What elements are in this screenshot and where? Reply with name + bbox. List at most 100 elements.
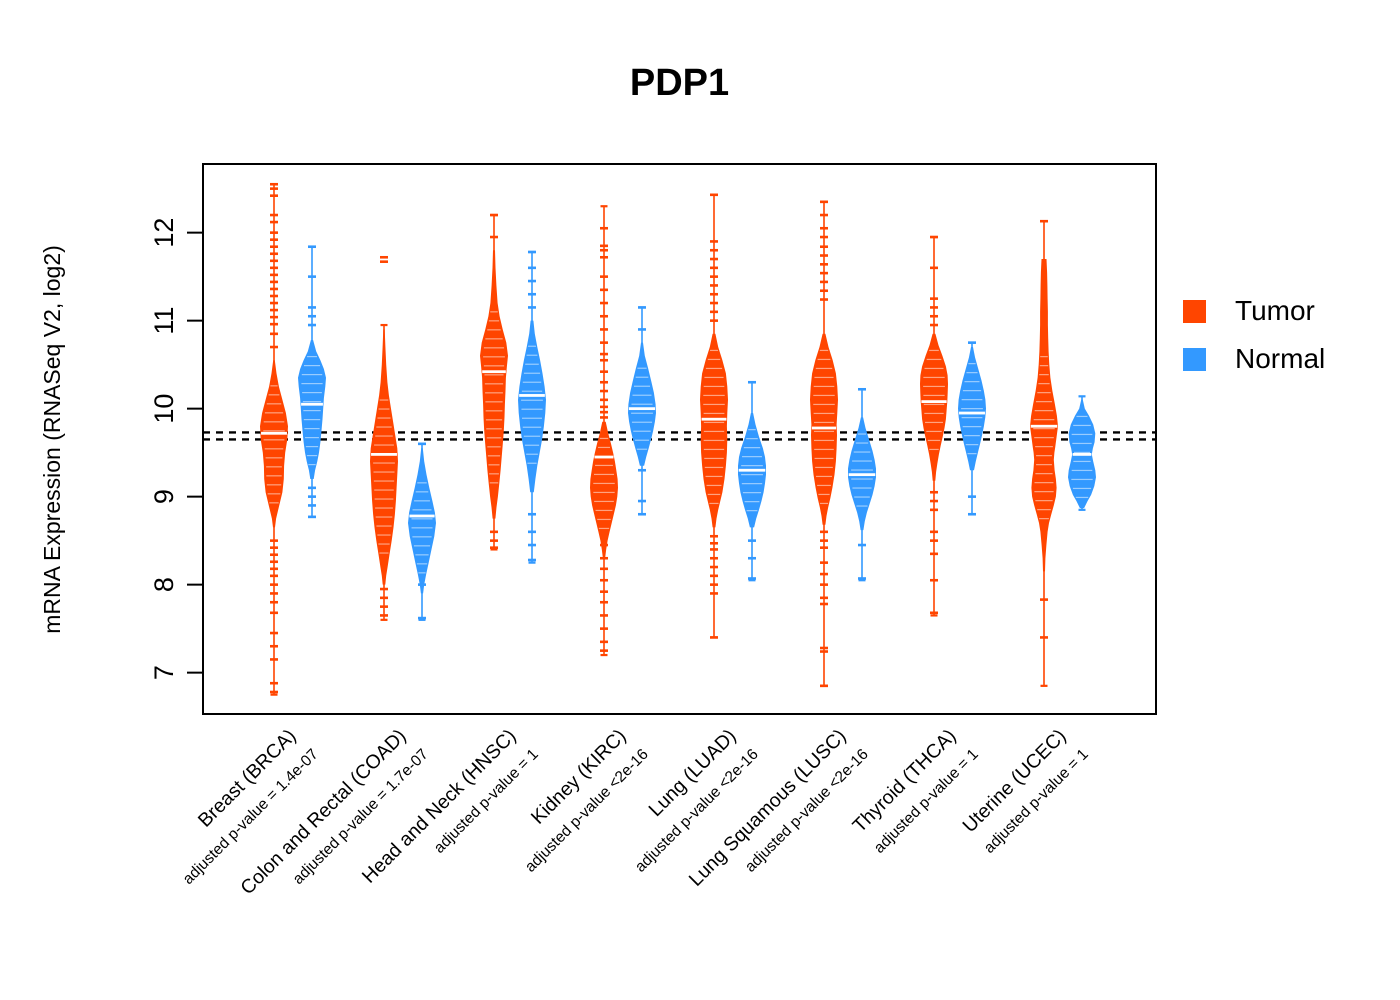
normal-THCA-streak bbox=[968, 363, 976, 365]
tumor-THCA-streak bbox=[924, 367, 944, 370]
normal-UCEC-median bbox=[1072, 453, 1092, 456]
tumor-UCEC-streak bbox=[1037, 509, 1051, 511]
normal-KIRC-streak bbox=[633, 430, 651, 432]
tumor-UCEC-end-dash bbox=[1040, 684, 1048, 687]
normal-THCA-streak bbox=[962, 390, 982, 392]
normal-UCEC-streak bbox=[1076, 415, 1088, 418]
tumor-KIRC-violin bbox=[590, 421, 618, 559]
tumor-KIRC-streak bbox=[595, 509, 613, 512]
tumor-LUAD-dash bbox=[710, 240, 718, 243]
bean-group-THCA bbox=[920, 235, 986, 617]
normal-LUAD-end-dash bbox=[748, 381, 756, 384]
bean-group-LUSC bbox=[810, 200, 876, 688]
tumor-HNSC-streak bbox=[484, 383, 504, 385]
tumor-BRCA-dash bbox=[270, 187, 278, 190]
tumor-THCA-streak bbox=[923, 385, 945, 388]
tumor-BRCA-streak bbox=[270, 385, 278, 387]
tumor-BRCA-streak bbox=[266, 403, 282, 405]
normal-COAD-end-dash bbox=[418, 442, 426, 445]
normal-HNSC-streak bbox=[527, 462, 537, 464]
tumor-BRCA-dash bbox=[270, 600, 278, 604]
tumor-HNSC-streak bbox=[489, 482, 499, 484]
normal-UCEC-streak bbox=[1071, 478, 1093, 481]
tumor-BRCA-dash bbox=[270, 345, 278, 349]
tumor-BRCA-dash bbox=[270, 213, 278, 217]
tumor-swatch bbox=[1183, 299, 1206, 323]
tumor-LUAD-dash bbox=[710, 266, 718, 270]
tumor-THCA-streak bbox=[929, 448, 939, 451]
tumor-LUSC bbox=[810, 200, 838, 688]
normal-COAD-streak bbox=[416, 563, 428, 565]
normal-LUSC-streak bbox=[852, 460, 872, 462]
tumor-BRCA-dash bbox=[270, 315, 278, 319]
normal-BRCA-streak bbox=[302, 401, 322, 403]
tumor-BRCA-dash bbox=[270, 266, 278, 270]
tumor-COAD-dash bbox=[380, 614, 388, 617]
tumor-BRCA-dash bbox=[270, 592, 278, 595]
normal-HNSC-end-dash bbox=[528, 561, 536, 564]
tumor-KIRC-dash bbox=[600, 398, 608, 402]
normal-LUSC bbox=[848, 387, 876, 582]
tumor-LUAD-dash bbox=[710, 284, 718, 287]
tumor-LUAD-streak bbox=[703, 385, 725, 388]
tumor-LUSC-streak bbox=[818, 493, 830, 496]
tumor-LUAD-dash bbox=[710, 556, 718, 560]
tumor-BRCA-violin bbox=[260, 360, 288, 528]
tumor-LUSC-streak bbox=[814, 376, 834, 379]
tumor-BRCA-dash bbox=[270, 301, 278, 305]
normal-KIRC-streak bbox=[637, 367, 647, 369]
tumor-BRCA-dash bbox=[270, 287, 278, 291]
normal-UCEC bbox=[1068, 395, 1096, 511]
normal-LUAD-streak bbox=[746, 438, 758, 440]
tumor-THCA-streak bbox=[924, 412, 944, 415]
normal-BRCA-streak bbox=[308, 464, 316, 466]
normal-THCA-median bbox=[959, 411, 985, 415]
tumor-LUAD-streak bbox=[709, 502, 719, 505]
tumor-KIRC-dash bbox=[600, 288, 608, 292]
tumor-HNSC-streak bbox=[488, 464, 500, 466]
normal-KIRC-streak bbox=[631, 421, 653, 423]
normal-THCA-streak bbox=[966, 372, 978, 374]
tumor-BRCA-end-dash bbox=[270, 183, 278, 186]
tumor-COAD-end-dash bbox=[380, 618, 388, 621]
normal-HNSC-streak bbox=[522, 381, 542, 383]
normal-HNSC-dash bbox=[528, 279, 536, 283]
tumor-HNSC-streak bbox=[487, 329, 501, 331]
tumor-HNSC-streak bbox=[486, 428, 502, 430]
normal-LUSC-streak bbox=[851, 478, 873, 480]
normal-HNSC-streak bbox=[521, 399, 543, 401]
normal-HNSC-streak bbox=[528, 345, 536, 347]
normal-HNSC-streak bbox=[521, 408, 543, 410]
tumor-UCEC-streak bbox=[1039, 374, 1049, 376]
normal-HNSC-dash bbox=[528, 306, 536, 309]
tumor-BRCA bbox=[260, 182, 288, 696]
tumor-BRCA-dash bbox=[270, 273, 278, 277]
tumor-THCA-dash bbox=[930, 314, 938, 318]
tumor-LUSC-streak bbox=[814, 457, 834, 460]
tumor-LUSC-dash bbox=[820, 263, 828, 266]
tumor-BRCA-dash bbox=[270, 231, 278, 234]
normal-LUSC-streak bbox=[852, 487, 872, 489]
tumor-COAD-streak bbox=[375, 507, 393, 509]
tumor-THCA-end-dash bbox=[930, 235, 938, 239]
tumor-LUSC-dash bbox=[820, 530, 828, 534]
normal-THCA-end-dash bbox=[968, 341, 976, 344]
tumor-UCEC-streak bbox=[1040, 356, 1048, 358]
tumor-BRCA-dash bbox=[270, 194, 278, 197]
normal-LUAD-streak bbox=[746, 510, 758, 512]
tumor-THCA-streak bbox=[923, 394, 945, 397]
bean-group-KIRC bbox=[590, 205, 656, 657]
tumor-KIRC-dash bbox=[600, 226, 608, 230]
tumor-HNSC-dash bbox=[490, 235, 498, 239]
tumor-LUAD-dash bbox=[710, 534, 718, 538]
tumor-UCEC-streak bbox=[1039, 518, 1049, 520]
normal-UCEC-streak bbox=[1073, 424, 1091, 427]
tumor-LUSC-streak bbox=[815, 466, 833, 469]
bean-group-UCEC bbox=[1030, 219, 1096, 687]
tumor-KIRC-dash bbox=[600, 600, 608, 604]
tumor-COAD-streak bbox=[374, 444, 394, 446]
tumor-LUAD-violin bbox=[700, 333, 728, 528]
tumor-KIRC-dash bbox=[600, 370, 608, 373]
normal-BRCA-streak bbox=[303, 410, 321, 412]
